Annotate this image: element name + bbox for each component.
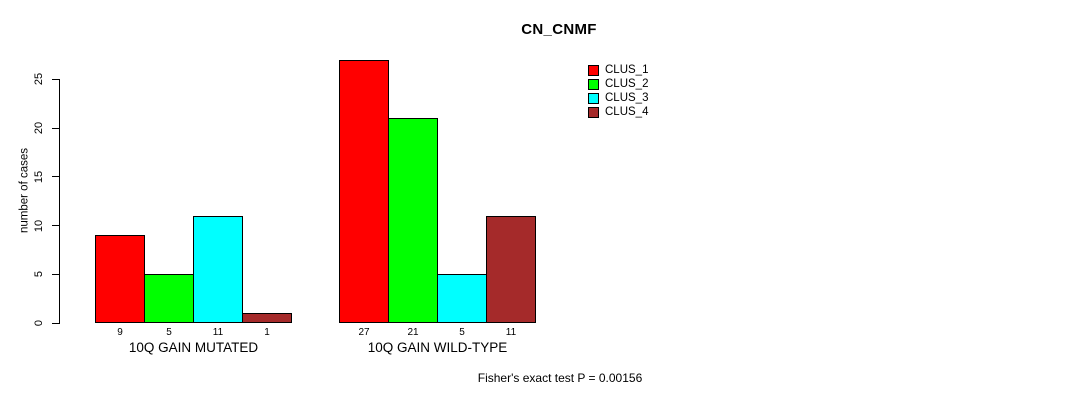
bar-value-label: 9 bbox=[117, 327, 123, 338]
y-tick bbox=[52, 176, 60, 178]
bar-clus_2-group1 bbox=[144, 274, 194, 323]
bar-clus_3-group2 bbox=[437, 274, 487, 323]
y-tick-label: 25 bbox=[33, 73, 45, 86]
y-tick-label: 15 bbox=[33, 170, 45, 183]
y-tick-label: 20 bbox=[33, 121, 45, 135]
bar-value-label: 1 bbox=[264, 327, 270, 338]
bar-value-label: 21 bbox=[407, 327, 419, 338]
bar-clus_2-group2 bbox=[388, 118, 438, 323]
y-tick-label: 10 bbox=[33, 219, 45, 232]
bar-value-label: 27 bbox=[358, 327, 370, 338]
y-tick-label: 0 bbox=[33, 319, 45, 327]
bar-value-label: 5 bbox=[459, 327, 465, 338]
legend-swatch-icon bbox=[588, 65, 599, 76]
bar-clus_3-group1 bbox=[193, 216, 243, 323]
bar-clus_4-group2 bbox=[486, 216, 536, 323]
y-tick-label: 5 bbox=[33, 271, 45, 278]
legend-label: CLUS_3 bbox=[605, 92, 649, 104]
legend-swatch-icon bbox=[588, 93, 599, 104]
bar-clus_4-group1 bbox=[242, 313, 292, 323]
footnote: Fisher's exact test P = 0.00156 bbox=[477, 371, 643, 385]
chart-title: CN_CNMF bbox=[521, 21, 597, 38]
legend-swatch-icon bbox=[588, 79, 599, 90]
bar-value-label: 11 bbox=[505, 327, 517, 338]
y-tick bbox=[52, 322, 60, 324]
bar-value-label: 5 bbox=[166, 327, 172, 338]
y-axis-line bbox=[59, 79, 60, 324]
group-label: 10Q GAIN WILD-TYPE bbox=[367, 340, 508, 355]
y-tick bbox=[52, 78, 60, 80]
legend-label: CLUS_2 bbox=[605, 78, 649, 90]
bar-clus_1-group2 bbox=[339, 60, 389, 323]
legend-label: CLUS_4 bbox=[605, 106, 649, 118]
group-label: 10Q GAIN MUTATED bbox=[128, 340, 259, 355]
legend-swatch-icon bbox=[588, 107, 599, 118]
y-tick bbox=[52, 127, 60, 129]
bar-value-label: 11 bbox=[212, 327, 224, 338]
legend-label: CLUS_1 bbox=[605, 64, 649, 76]
y-tick bbox=[52, 273, 60, 275]
bar-clus_1-group1 bbox=[95, 235, 145, 323]
y-tick bbox=[52, 225, 60, 226]
y-axis-label: number of cases bbox=[18, 148, 31, 234]
